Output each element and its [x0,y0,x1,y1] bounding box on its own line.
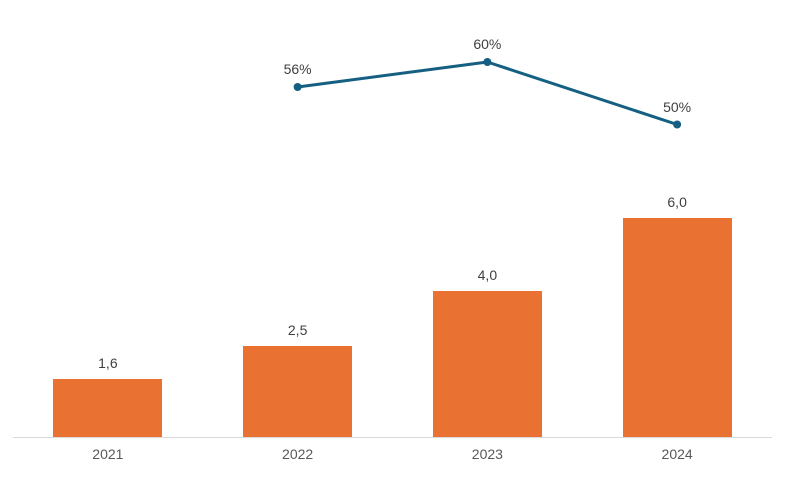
bar-label-2022: 2,5 [287,322,308,338]
line-label-2022: 56% [283,61,312,77]
line-label-2024: 50% [663,98,692,115]
bar-label-2024: 6,0 [667,194,687,210]
bar-2021 [53,379,163,437]
line-marker-2023 [483,58,492,66]
x-axis-label-2021: 2021 [92,446,124,462]
line-marker-2022 [293,83,302,91]
bar-2022 [243,346,353,437]
x-axis-label-2023: 2023 [471,446,503,462]
x-axis-label-2024: 2024 [661,446,693,462]
line-marker-2024 [673,120,682,129]
line-path [296,60,679,126]
bar-2023 [432,291,542,437]
line-label-2023: 60% [473,36,502,52]
bar-label-2023: 4,0 [477,267,498,283]
bar-2024 [622,218,732,437]
x-axis-line [13,437,772,438]
x-axis-label-2022: 2022 [282,446,314,462]
bar-label-2021: 1,6 [98,355,118,371]
